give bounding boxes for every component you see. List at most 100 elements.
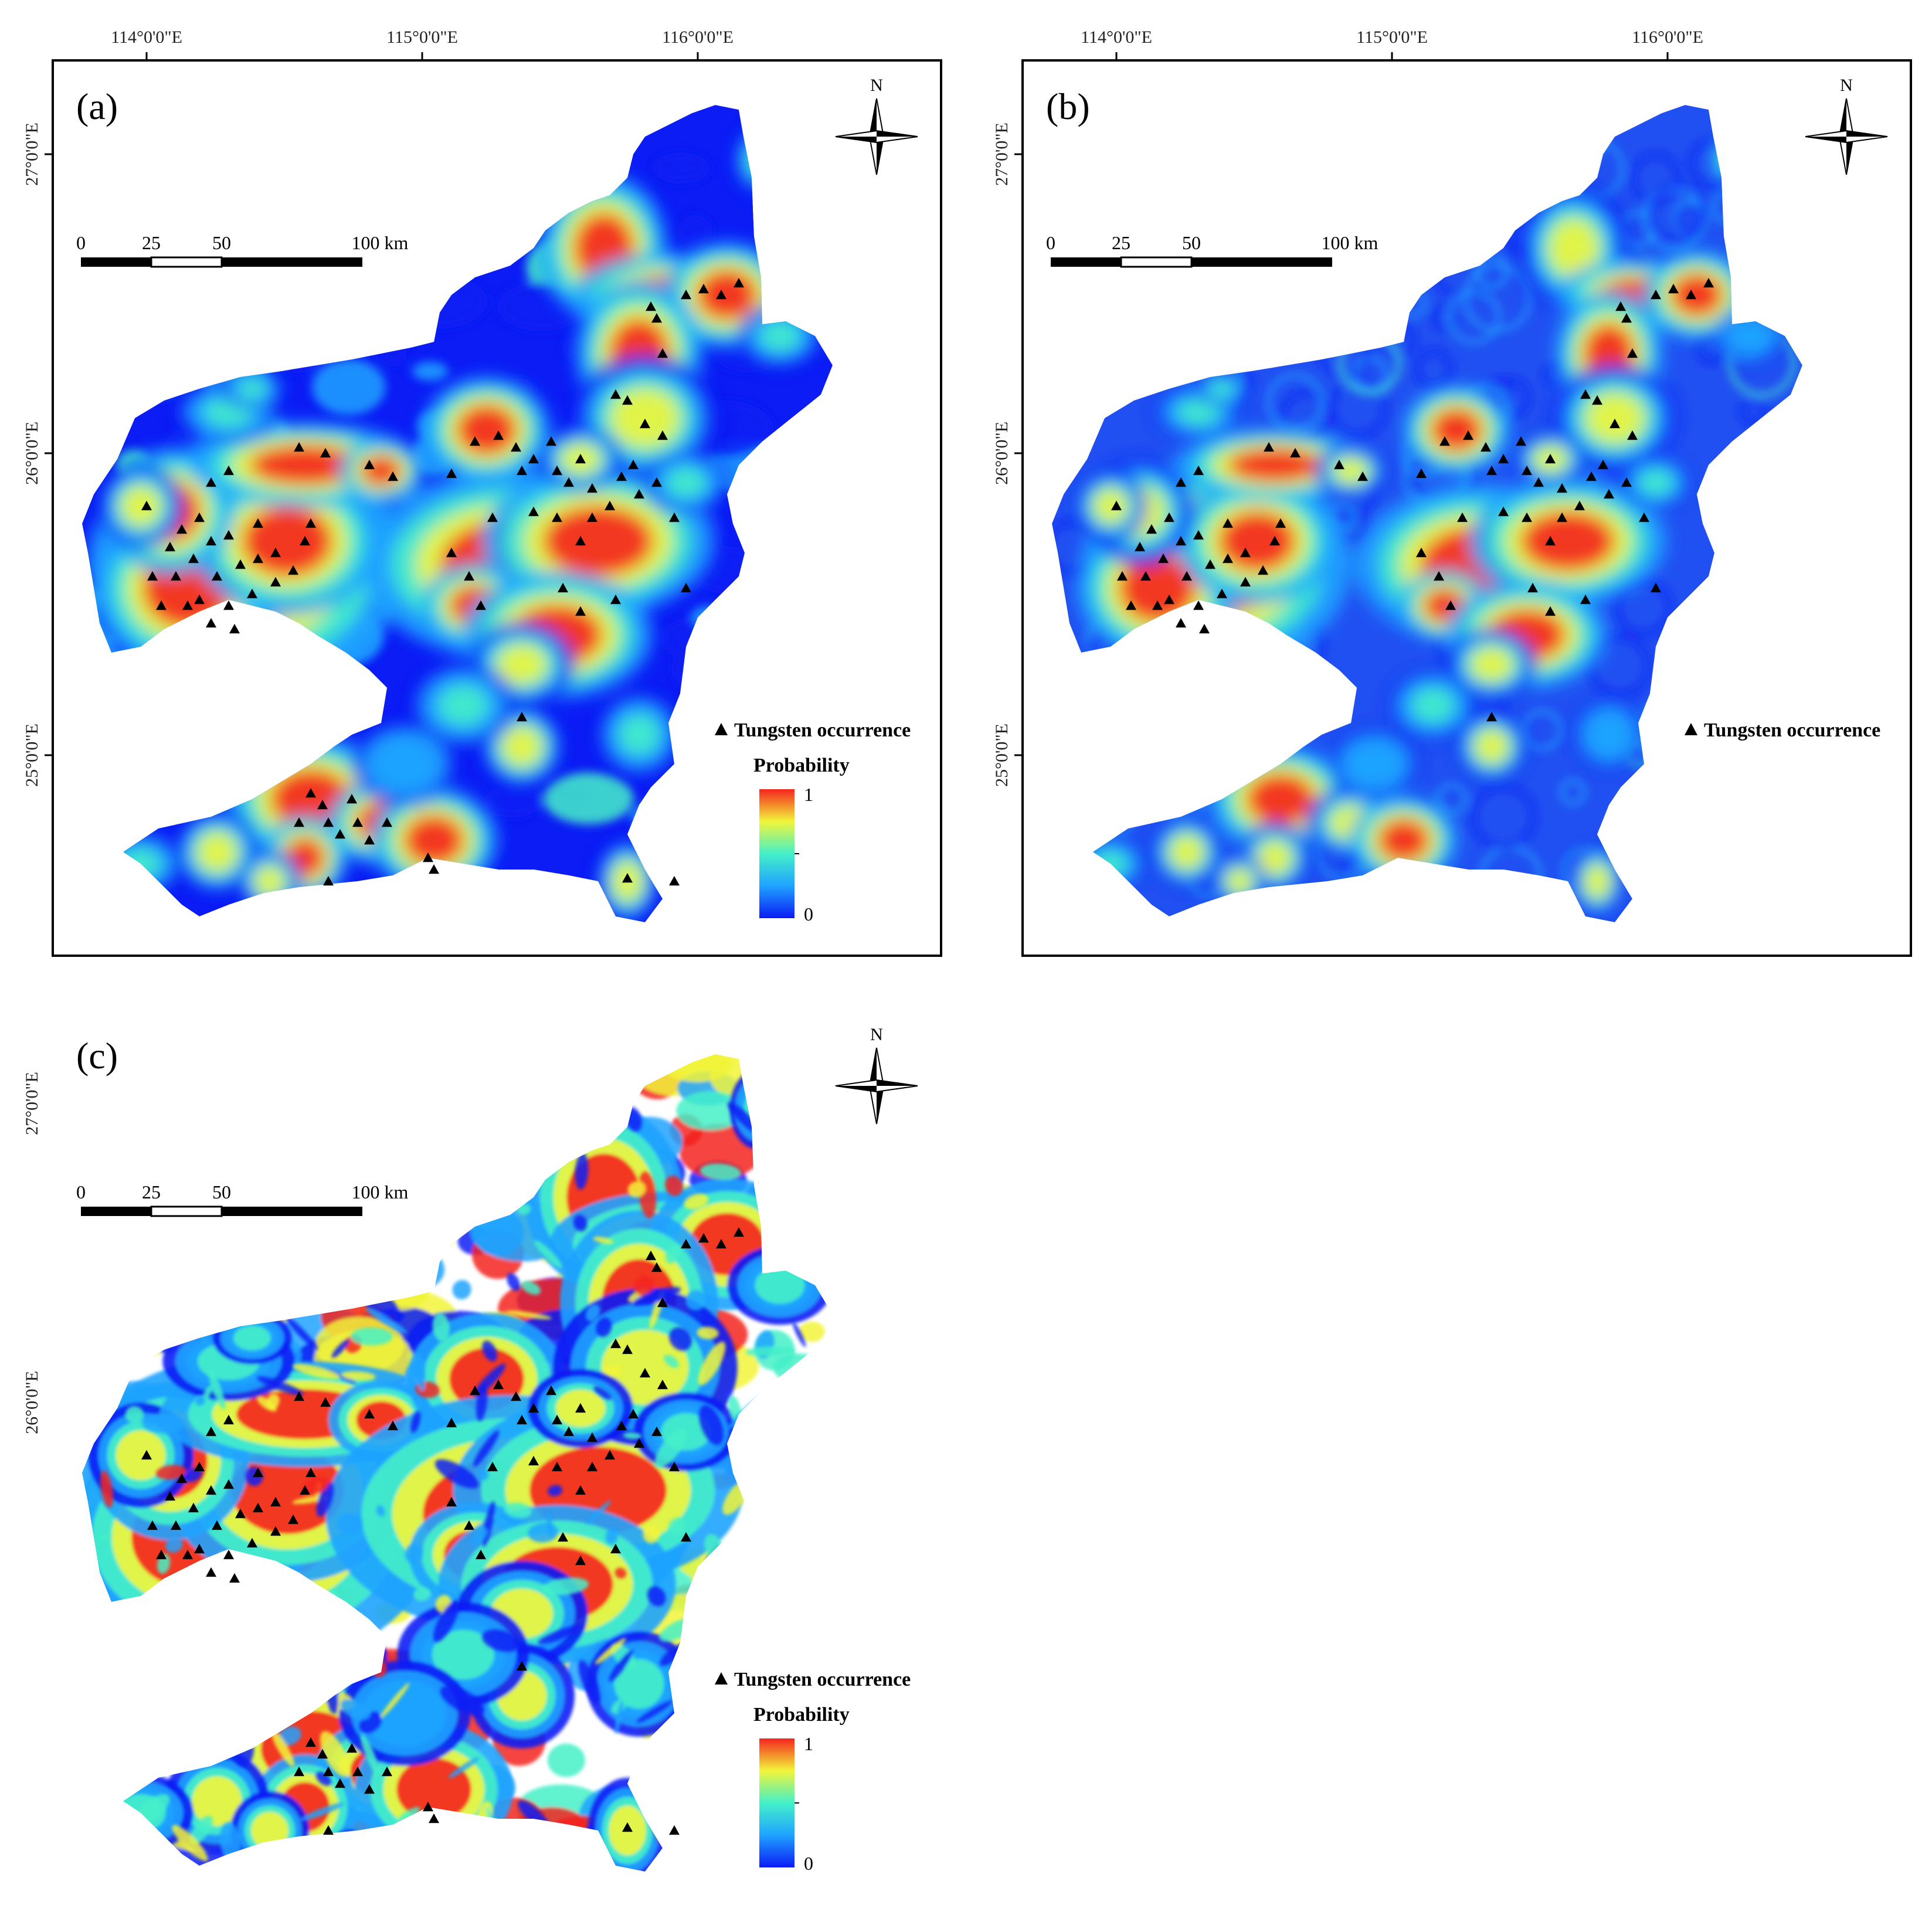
legend-max-label: 1 (804, 1733, 813, 1754)
legend-occurrence-label: Tungsten occurrence (1704, 719, 1880, 741)
legend-min-label: 0 (804, 1853, 813, 1874)
scale-label: 25 (142, 232, 161, 253)
hotspot (404, 816, 464, 865)
panel-letter: (a) (76, 86, 118, 127)
hotspot (439, 685, 488, 725)
scale-label: 50 (212, 232, 231, 253)
hotspot (1733, 323, 1767, 348)
scale-segment (222, 1207, 362, 1216)
scale-label: 0 (1046, 232, 1055, 253)
scale-segment (222, 257, 362, 267)
hotspot (1672, 274, 1723, 316)
legend-occurrence-label: Tungsten occurrence (734, 719, 911, 741)
scale-label: 50 (212, 1181, 231, 1203)
scale-segment (151, 257, 222, 267)
panel-letter: (b) (1046, 86, 1090, 127)
texture-blob (483, 786, 541, 817)
hotspot (197, 832, 237, 872)
hotspot (380, 744, 430, 784)
lat-label: 27°0'0"E (992, 123, 1011, 186)
hotspot (1475, 729, 1509, 763)
legend-probability-title: Probability (1723, 755, 1819, 776)
hotspot (1209, 381, 1234, 398)
hotspot (457, 405, 517, 455)
hotspot (666, 468, 706, 498)
hotspot (237, 379, 267, 399)
scale-label: 100 km (352, 1181, 409, 1203)
lon-label: 116°0'0"E (1632, 28, 1703, 47)
hotspot (1412, 688, 1454, 722)
lon-label: 114°0'0"E (111, 977, 182, 996)
map-panel-a: 114°0'0"E 115°0'0"E 116°0'0"E 27°0'0"E 26°0'… (22, 28, 941, 956)
texture-streak (351, 1327, 393, 1346)
lon-label: 114°0'0"E (1081, 28, 1152, 47)
lat-label: 27°0'0"E (22, 123, 42, 186)
legend-max-label: 1 (804, 784, 813, 805)
hotspot (1170, 835, 1204, 869)
lon-label: 115°0'0"E (386, 977, 458, 996)
legend-probability-title: Probability (753, 755, 850, 776)
legend-min-label: 0 (1774, 904, 1783, 925)
lat-label: 27°0'0"E (22, 1072, 42, 1135)
hotspot (1353, 747, 1395, 781)
probability-colorbar (759, 789, 794, 918)
probability-colorbar (759, 1738, 794, 1867)
texture-blob (544, 773, 633, 824)
hotspot (544, 507, 653, 576)
lat-label: 25°0'0"E (22, 724, 42, 787)
legend-occurrence-label: Tungsten occurrence (734, 1669, 911, 1690)
hotspot (1247, 774, 1315, 825)
scale-label: 100 km (352, 232, 409, 253)
scale-label: 25 (142, 1181, 161, 1203)
lon-label: 114°0'0"E (111, 28, 182, 47)
hotspot (1227, 868, 1252, 894)
hotspot (1471, 647, 1513, 681)
hotspot (1228, 448, 1322, 482)
scale-segment (1191, 257, 1332, 267)
scale-label: 25 (1112, 232, 1130, 253)
hotspot (1378, 819, 1430, 861)
texture-blob (312, 359, 386, 415)
lon-label: 116°0'0"E (662, 28, 734, 47)
scale-segment (1051, 257, 1121, 267)
lat-label: 25°0'0"E (22, 1673, 42, 1736)
hotspot (610, 388, 680, 448)
hotspot (1094, 489, 1128, 523)
legend-max-label: 1 (1774, 784, 1783, 805)
hotspot (619, 715, 659, 755)
texture-blob (412, 362, 448, 381)
scale-segment (81, 1207, 151, 1216)
hotspot (361, 456, 401, 486)
hotspot (502, 726, 542, 766)
hotspot (1522, 511, 1615, 570)
north-label: N (870, 1025, 883, 1044)
scale-label: 50 (1182, 232, 1201, 253)
north-label: N (870, 76, 883, 95)
lon-label: 115°0'0"E (1356, 28, 1428, 47)
hotspot (121, 486, 161, 526)
lat-label: 26°0'0"E (22, 422, 42, 485)
hotspot (233, 1326, 271, 1351)
lat-label: 26°0'0"E (22, 1371, 42, 1434)
lat-label: 26°0'0"E (992, 422, 1011, 485)
hotspot (697, 270, 757, 320)
lon-label: 116°0'0"E (662, 977, 734, 996)
hotspot (1585, 393, 1644, 444)
probability-colorbar (1729, 789, 1764, 918)
hotspot (243, 507, 332, 576)
map-panel-b: 114°0'0"E 115°0'0"E 116°0'0"E 27°0'0"E 26°0'… (992, 28, 1911, 956)
panel-letter: (c) (76, 1035, 118, 1076)
hotspot (497, 644, 547, 684)
lon-label: 115°0'0"E (386, 28, 458, 47)
legend-probability-title: Probability (753, 1704, 850, 1726)
texture-blob (652, 152, 710, 184)
hotspot (1431, 409, 1482, 451)
north-label: N (1840, 76, 1853, 95)
texture-blob (548, 1744, 585, 1777)
lat-label: 25°0'0"E (992, 724, 1011, 787)
hotspot (760, 321, 800, 351)
map-panel-c: 114°0'0"E 115°0'0"E 116°0'0"E 27°0'0"E 26°0'… (22, 977, 941, 1905)
scale-label: 0 (76, 1181, 86, 1203)
scale-segment (81, 257, 151, 267)
